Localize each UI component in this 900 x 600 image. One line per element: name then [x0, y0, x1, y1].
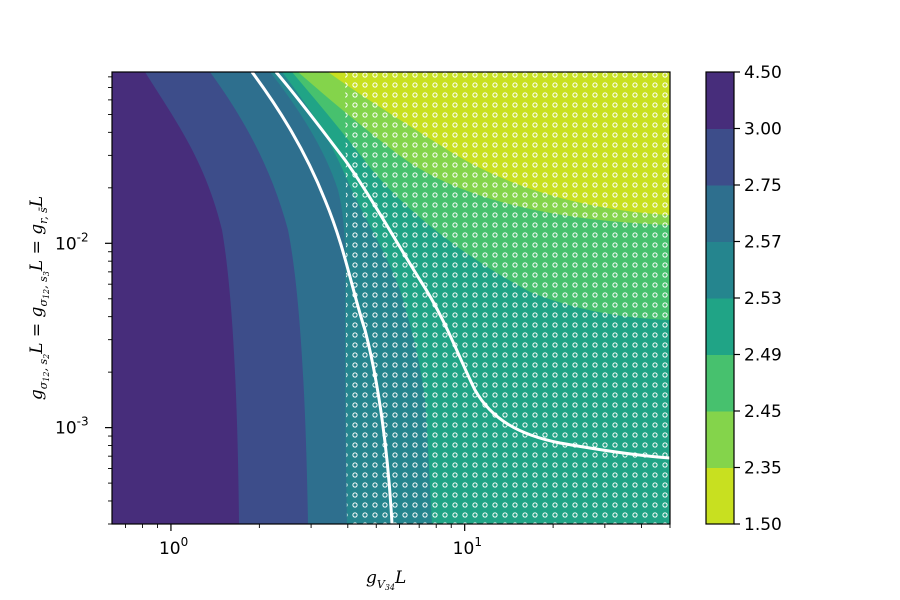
- colorbar-label: 2.57: [744, 233, 782, 253]
- y-tick-label: 10-2: [55, 230, 89, 254]
- colorbar-segment: [706, 298, 734, 355]
- hatched-region: [345, 72, 670, 524]
- plot-area: [112, 72, 670, 524]
- x-axis: 100 101: [124, 524, 671, 559]
- colorbar-label: 2.35: [744, 459, 782, 479]
- y-axis-label: gσ12, s2L = gσ12, s3L = gr, s̄L: [27, 196, 51, 400]
- y-tick-label: 10-3: [55, 415, 89, 439]
- x-tick-label: 101: [453, 535, 482, 559]
- y-axis: 10-3 10-2: [55, 76, 112, 525]
- colorbar: 1.50 2.35 2.45 2.49 2.53 2.57 2.75 3.00 4.50: [705, 63, 782, 535]
- colorbar-segment: [706, 72, 734, 129]
- colorbar-label: 2.53: [744, 289, 782, 309]
- x-axis-label: gV34L: [366, 568, 406, 592]
- colorbar-label: 4.50: [744, 63, 782, 83]
- colorbar-segment: [706, 411, 734, 468]
- colorbar-label: 3.00: [744, 120, 782, 140]
- contour-line-left: [250, 72, 394, 524]
- colorbar-label: 2.49: [744, 346, 782, 366]
- contour-line-right: [274, 72, 670, 460]
- colorbar-label: 2.75: [744, 176, 782, 196]
- plot-frame: [111, 71, 671, 525]
- x-tick-label: 100: [159, 535, 188, 559]
- colorbar-segment: [706, 128, 734, 186]
- colorbar-label: 1.50: [744, 515, 782, 535]
- colorbar-segment: [706, 185, 734, 242]
- colorbar-label: 2.45: [744, 402, 782, 422]
- colorbar-segment: [706, 467, 734, 525]
- colorbar-segment: [706, 354, 734, 412]
- colorbar-segment: [706, 241, 734, 299]
